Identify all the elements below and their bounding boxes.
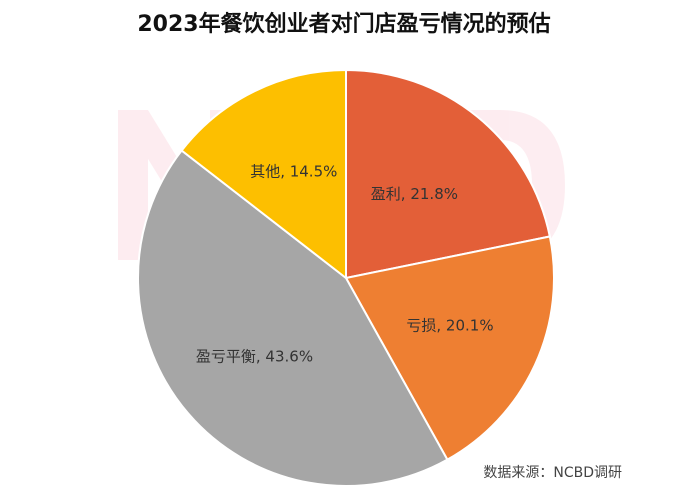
pie-slice-1 <box>345 68 551 280</box>
pie-slice-2 <box>344 235 555 462</box>
pie-slice-4 <box>180 68 347 281</box>
chart-title: 2023年餐饮创业者对门店盈亏情况的预估 <box>137 12 551 37</box>
slice-label-3: 盈亏平衡, 43.6% <box>196 348 313 366</box>
pie-labels: 盈利, 21.8% 亏损, 20.1% 盈亏平衡, 43.6% 其他, 14.5% <box>196 163 494 366</box>
pie-slices <box>137 68 555 487</box>
pie-slice-3 <box>137 149 449 487</box>
source-note: 数据来源：NCBD调研 <box>483 465 622 481</box>
slice-label-1: 盈利, 21.8% <box>371 185 458 203</box>
slice-label-2: 亏损, 20.1% <box>406 317 493 335</box>
slice-label-4: 其他, 14.5% <box>250 163 337 181</box>
